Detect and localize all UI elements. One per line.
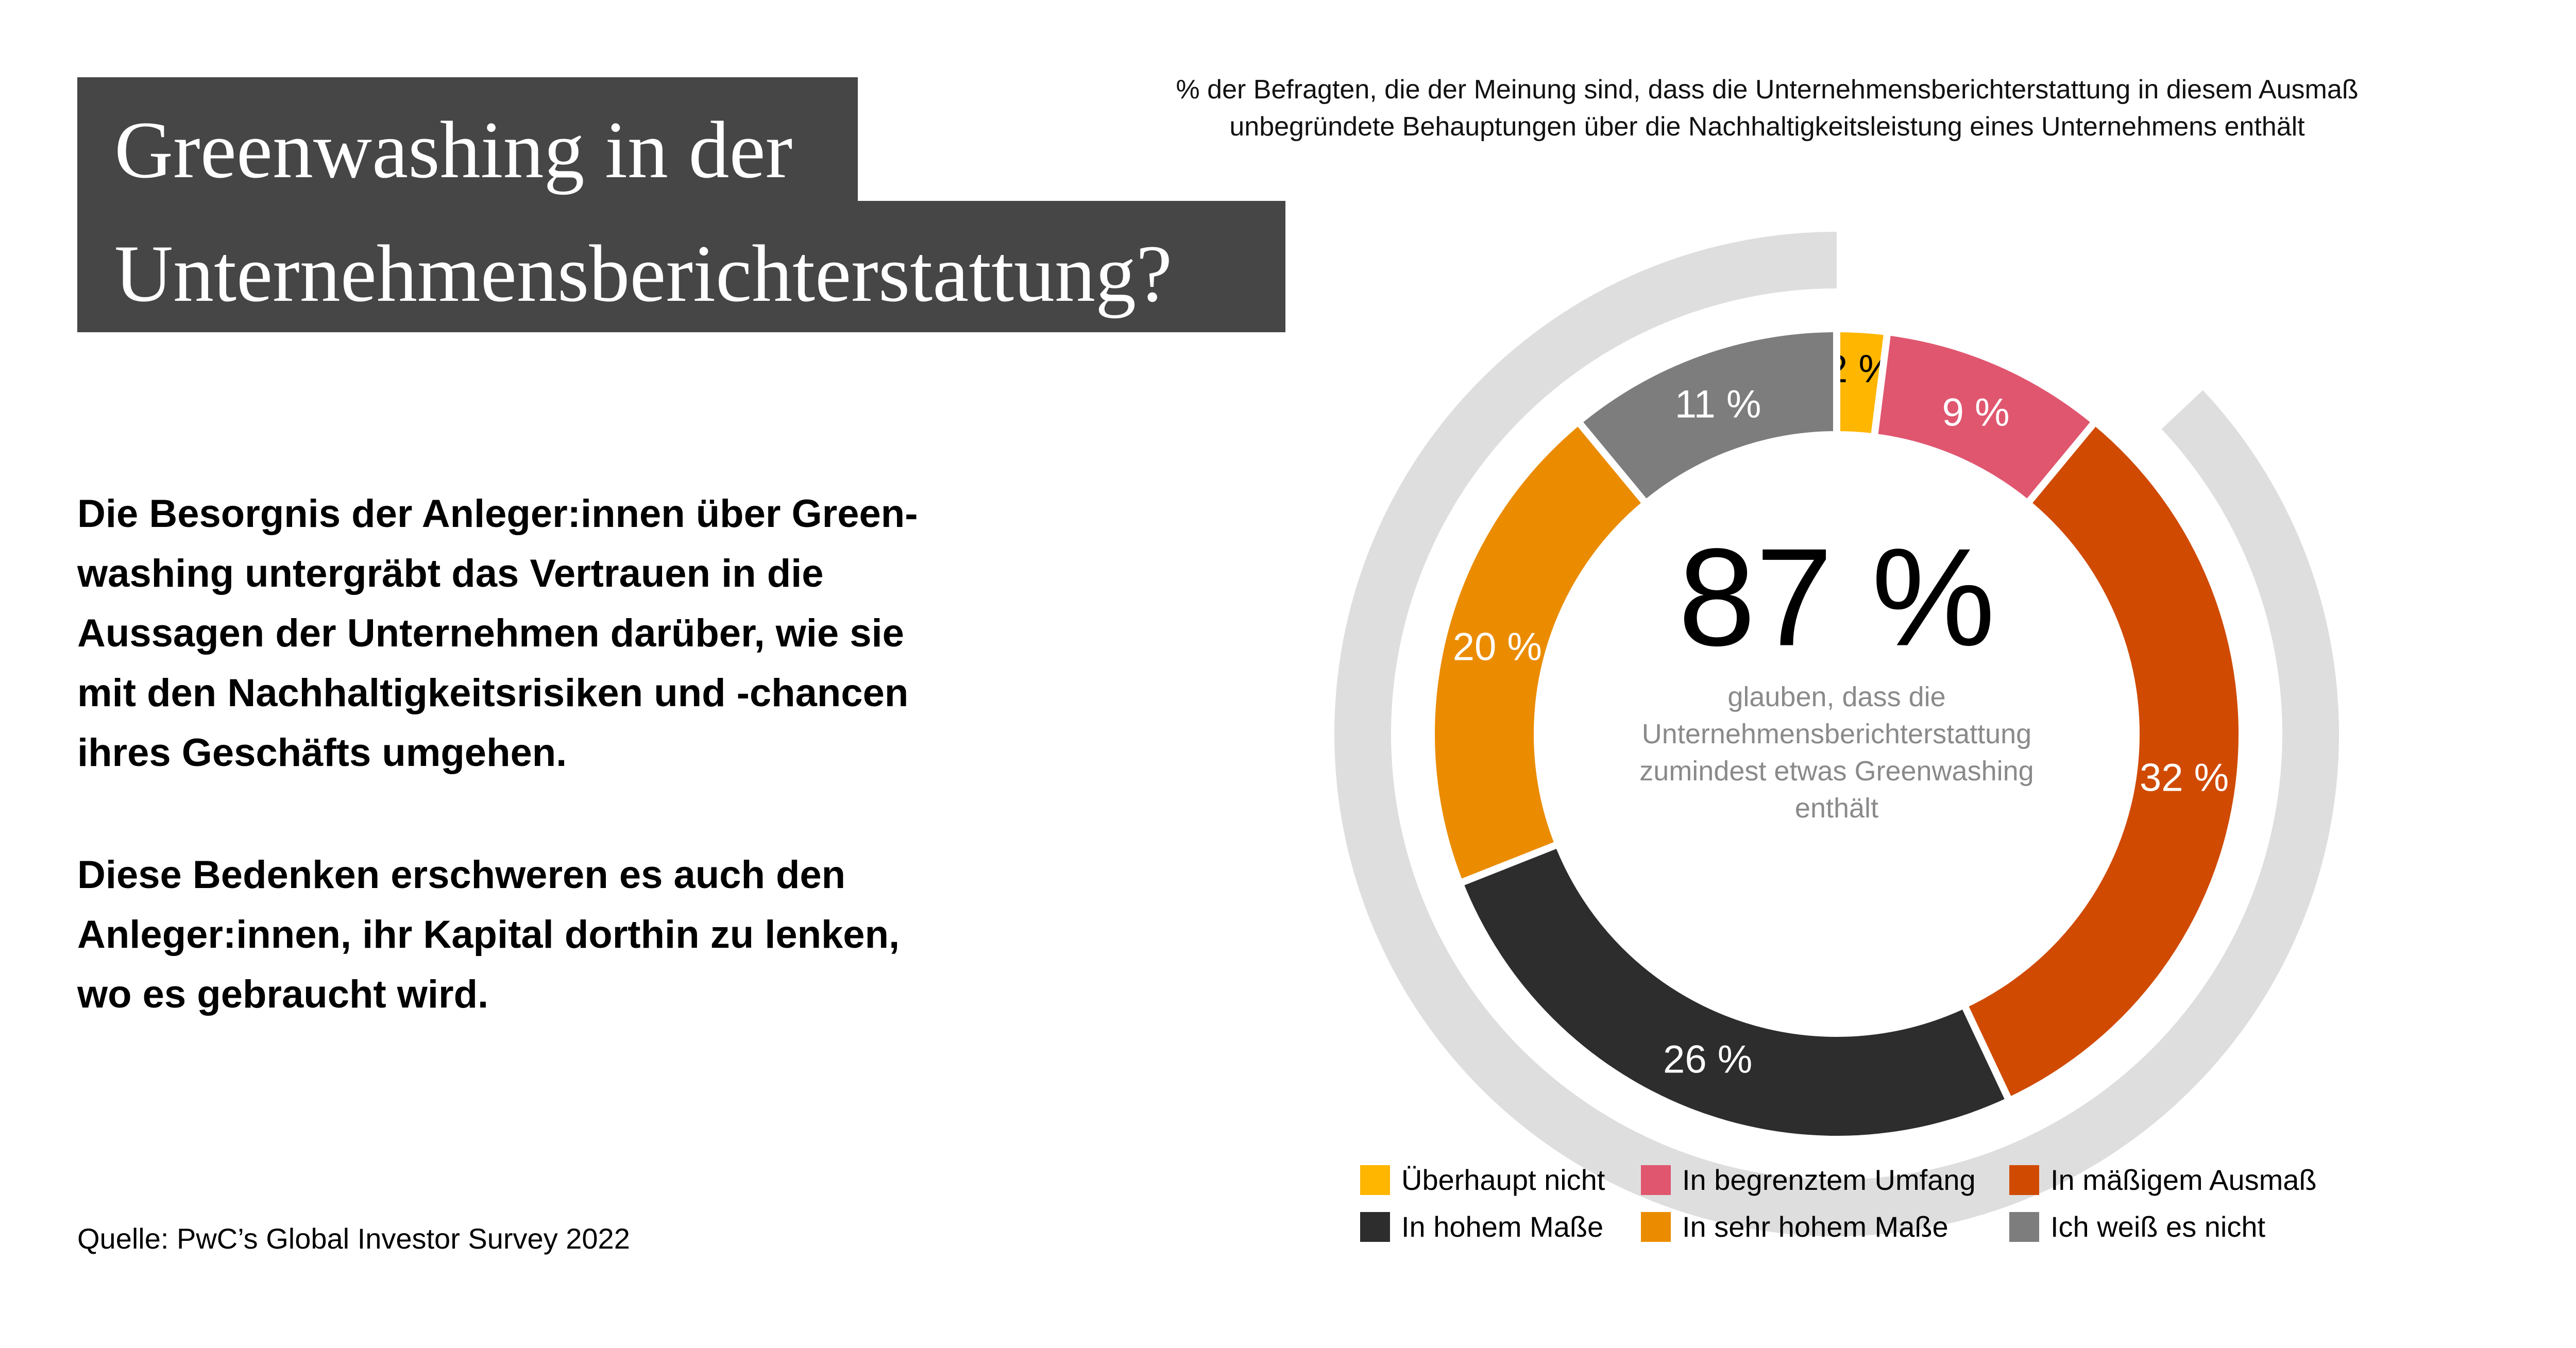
slice-label: 26 %	[1663, 1038, 1752, 1082]
center-caption-line: enthält	[1795, 793, 1878, 824]
slice-separator	[1576, 420, 1651, 508]
paragraph-2: Diese Bedenken erschweren es auch den An…	[77, 845, 1072, 1025]
legend-item: In mäßigem Ausmaß	[2009, 1163, 2317, 1197]
paragraph-1-line: Die Besorgnis der Anleger:innen über Gre…	[77, 492, 918, 536]
paragraph-2-line: Diese Bedenken erschweren es auch den	[77, 853, 846, 897]
center-caption-line: glauben, dass die	[1727, 681, 1945, 712]
center-value: 87 %	[1678, 520, 1995, 675]
paragraph-1-line: Aussagen der Unternehmen darüber, wie si…	[77, 611, 904, 655]
center-caption-line: zumindest etwas Greenwashing	[1639, 756, 2033, 787]
paragraph-2-line: Anleger:innen, ihr Kapital dorthin zu le…	[77, 913, 900, 957]
legend-label: In hohem Maße	[1401, 1210, 1604, 1243]
title-line-1: Greenwashing in der	[77, 77, 858, 201]
center-caption-line: Unternehmensberichterstattung	[1642, 719, 2031, 749]
donut-slice	[1874, 335, 2093, 504]
slice-separator	[1460, 840, 1563, 886]
slice-separator	[1959, 1001, 2012, 1101]
slice-label: 9 %	[1942, 390, 2010, 434]
slice-label: 32 %	[2140, 756, 2229, 800]
legend-label: In mäßigem Ausmaß	[2050, 1164, 2317, 1196]
paragraph-1-line: mit den Nachhaltigkeitsrisiken und -chan…	[77, 671, 909, 715]
legend-item: Überhaupt nicht	[1360, 1163, 1605, 1197]
legend-item: In sehr hohem Maße	[1641, 1210, 1948, 1243]
legend-label: Ich weiß es nicht	[2050, 1210, 2266, 1243]
legend-swatch	[1641, 1165, 1671, 1195]
donut-slice	[1580, 332, 1837, 504]
slice-separator	[1870, 333, 1891, 440]
legend-item: Ich weiß es nicht	[2009, 1210, 2265, 1243]
donut-hole	[1534, 431, 2140, 1037]
paragraph-1-line: ihres Geschäfts umgehen.	[77, 731, 567, 775]
legend-swatch	[1641, 1212, 1671, 1242]
slice-separator	[2023, 420, 2097, 508]
slice-label: 20 %	[1453, 625, 1542, 669]
legend-swatch	[1360, 1165, 1390, 1195]
legend-swatch	[2009, 1212, 2039, 1242]
paragraph-2-line: wo es gebraucht wird.	[77, 972, 489, 1016]
legend-label: Überhaupt nicht	[1401, 1164, 1605, 1196]
source-note: Quelle: PwC’s Global Investor Survey 202…	[77, 1222, 630, 1255]
legend-label: In begrenztem Umfang	[1682, 1164, 1976, 1196]
legend-label: In sehr hohem Maße	[1682, 1210, 1948, 1243]
chart-subtitle-line: unbegründete Behauptungen über die Nachh…	[1229, 112, 2305, 142]
paragraph-1: Die Besorgnis der Anleger:innen über Gre…	[77, 484, 1072, 783]
slice-label: 11 %	[1675, 383, 1761, 426]
chart-subtitle: % der Befragten, die der Meinung sind, d…	[1072, 71, 2463, 145]
legend-item: In hohem Maße	[1360, 1210, 1603, 1243]
legend-item: In begrenztem Umfang	[1641, 1163, 1976, 1197]
legend-swatch	[1360, 1212, 1390, 1242]
legend-swatch	[2009, 1165, 2039, 1195]
donut-slice	[1435, 424, 1647, 882]
chart-subtitle-line: % der Befragten, die der Meinung sind, d…	[1176, 75, 2359, 105]
title-line-2: Unternehmensberichterstattung?	[77, 201, 1285, 332]
donut-slice	[1963, 424, 2239, 1098]
paragraph-1-line: washing untergräbt das Vertrauen in die	[77, 552, 824, 595]
